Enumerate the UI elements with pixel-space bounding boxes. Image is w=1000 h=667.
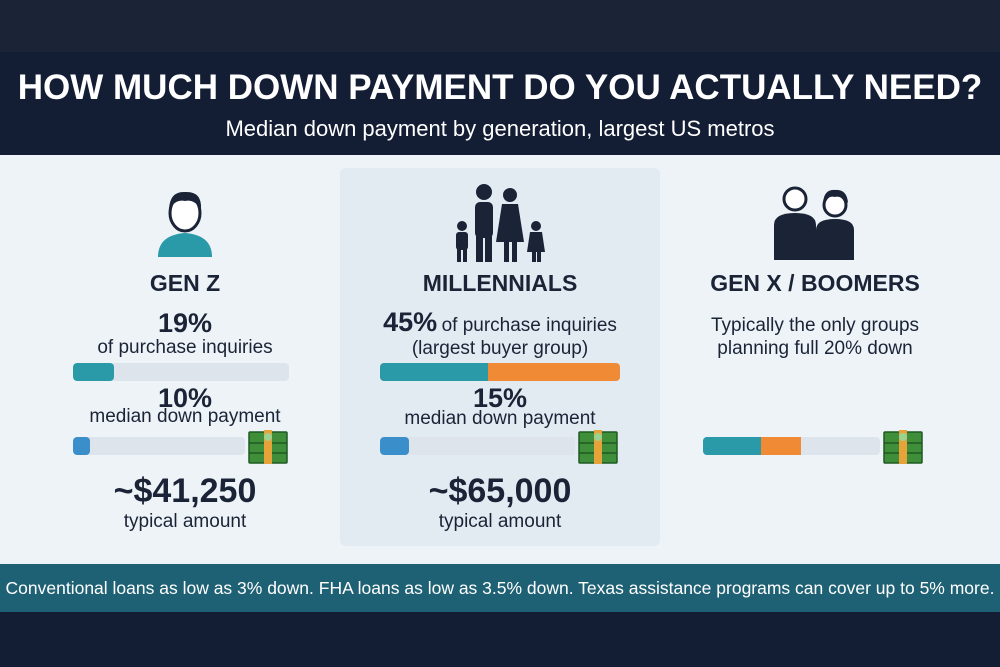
amount: ~$41,250 — [113, 472, 257, 510]
note: Typically the only groups planning full … — [710, 315, 920, 359]
down-payment-percent: 15% — [472, 383, 528, 413]
down-payment-bar — [73, 437, 91, 455]
couple-icon — [774, 186, 854, 260]
amount-text: typical amount — [123, 511, 247, 532]
inquiries-percent: 45% — [383, 307, 438, 337]
column-name: GEN Z — [149, 270, 221, 296]
inquiries-note: (largest buyer group) — [411, 338, 589, 359]
title: HOW MUCH DOWN PAYMENT DO YOU ACTUALLY NE… — [17, 68, 983, 107]
column-name: MILLENNIALS — [422, 270, 578, 296]
amount: ~$65,000 — [428, 472, 572, 510]
money-icon — [248, 430, 288, 464]
money-icon — [578, 430, 618, 464]
down-payment-percent: 10% — [157, 383, 213, 413]
family-icon — [456, 184, 545, 262]
inquiries-bar — [73, 363, 115, 381]
bar-track — [380, 363, 620, 381]
top-band — [0, 0, 1000, 52]
inquiries-bar — [380, 363, 488, 381]
bar-track — [73, 363, 289, 381]
bar-track — [73, 437, 245, 455]
footer-text: Conventional loans as low as 3% down. FH… — [5, 578, 995, 598]
bottom-band — [0, 612, 1000, 667]
column-name: GEN X / BOOMERS — [710, 270, 920, 296]
down-payment-text: median down payment — [404, 408, 596, 429]
inquiries-line: 45% of purchase inquiries — [340, 307, 660, 338]
inquiries-text: of purchase inquiries — [97, 337, 273, 358]
inquiries-percent: 19% — [157, 308, 213, 338]
amount-text: typical amount — [438, 511, 562, 532]
down-payment-bar — [380, 437, 410, 455]
bar-segment — [761, 437, 801, 455]
bar-track — [380, 437, 575, 455]
person-icon — [158, 191, 212, 257]
subtitle: Median down payment by generation, large… — [225, 116, 775, 141]
down-payment-text: median down payment — [89, 406, 281, 427]
bar-segment — [703, 437, 761, 455]
money-icon — [883, 430, 923, 464]
footer-band — [0, 564, 1000, 612]
inquiries-text: of purchase inquiries — [441, 315, 617, 336]
bar-track — [703, 437, 880, 455]
